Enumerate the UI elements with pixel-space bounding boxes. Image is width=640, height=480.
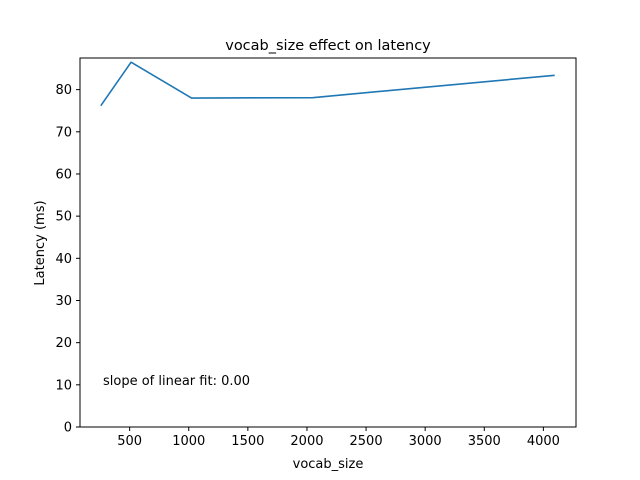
- x-axis-label: vocab_size: [293, 457, 364, 472]
- x-tick-label: 1500: [231, 434, 264, 449]
- series-layer: [100, 61, 555, 107]
- y-tick-label: 50: [55, 210, 72, 225]
- x-tick-label: 3000: [409, 434, 442, 449]
- y-axis-ticks: 0 10 20 30 40 50 60 70 80: [55, 83, 80, 436]
- plot-area: [79, 57, 577, 428]
- x-tick-label: 2000: [290, 434, 323, 449]
- fit-annotation: slope of linear fit: 0.00: [103, 374, 250, 389]
- y-tick-label: 0: [64, 421, 72, 436]
- x-tick-label: 1000: [172, 434, 205, 449]
- y-tick-label: 20: [55, 336, 72, 351]
- y-tick-label: 60: [55, 167, 72, 182]
- x-tick-label: 2500: [350, 434, 383, 449]
- y-tick-label: 30: [55, 294, 72, 309]
- y-tick-label: 70: [55, 125, 72, 140]
- series-line: [100, 61, 555, 107]
- y-axis-label: Latency (ms): [33, 200, 48, 285]
- x-tick-label: 4000: [527, 434, 560, 449]
- axes-frame: [79, 57, 577, 428]
- y-tick-label: 80: [55, 83, 72, 98]
- x-tick-label: 3500: [468, 434, 501, 449]
- x-axis-ticks: 500 1000 1500 2000 2500 3000 3500 4000: [117, 427, 560, 449]
- y-tick-label: 10: [55, 378, 72, 393]
- x-tick-label: 500: [117, 434, 142, 449]
- y-tick-label: 40: [55, 252, 72, 267]
- chart-title: vocab_size effect on latency: [225, 38, 431, 54]
